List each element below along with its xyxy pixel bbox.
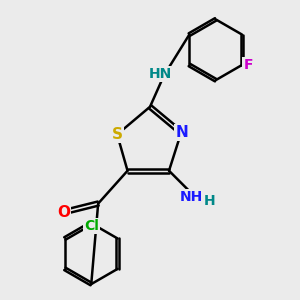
Text: O: O [57, 205, 70, 220]
Text: H: H [204, 194, 215, 208]
Text: F: F [244, 58, 253, 72]
Text: NH: NH [180, 190, 203, 204]
Text: N: N [176, 125, 188, 140]
Text: Cl: Cl [84, 219, 99, 233]
Text: HN: HN [149, 67, 172, 81]
Text: S: S [112, 127, 123, 142]
